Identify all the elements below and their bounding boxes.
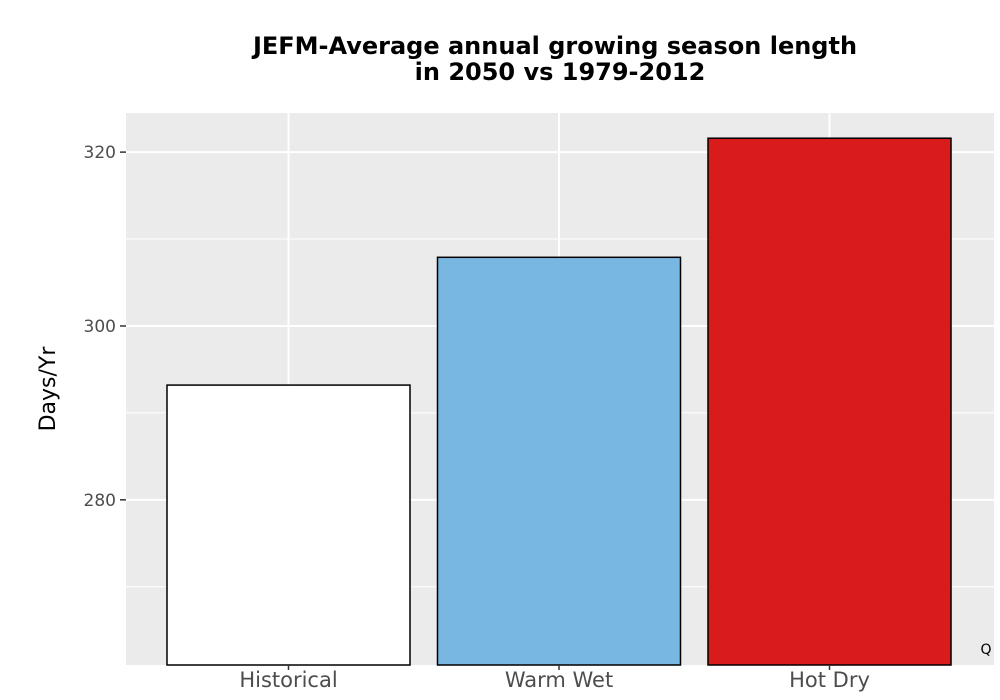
x-axis-ticks: Historical Warm Wet Hot Dry bbox=[239, 665, 870, 692]
bar-warm-wet bbox=[436, 256, 682, 666]
y-tick-label: 300 bbox=[84, 317, 116, 337]
y-tick-label: 280 bbox=[84, 491, 116, 511]
y-axis-ticks: 280 300 320 bbox=[84, 143, 126, 511]
x-tick-label: Hot Dry bbox=[789, 668, 870, 692]
y-tick-label: 320 bbox=[84, 143, 116, 163]
corner-label: Q bbox=[980, 642, 991, 658]
y-axis-title: Days/Yr bbox=[36, 346, 61, 432]
chart-title-line-2: in 2050 vs 1979-2012 bbox=[415, 58, 706, 86]
x-tick-label: Warm Wet bbox=[505, 668, 613, 692]
chart-title-line-1: JEFM-Average annual growing season lengt… bbox=[251, 32, 857, 60]
bars bbox=[166, 137, 952, 666]
bar-historical bbox=[166, 384, 411, 666]
x-tick-label: Historical bbox=[239, 668, 337, 692]
bar-hot-dry bbox=[707, 137, 952, 666]
